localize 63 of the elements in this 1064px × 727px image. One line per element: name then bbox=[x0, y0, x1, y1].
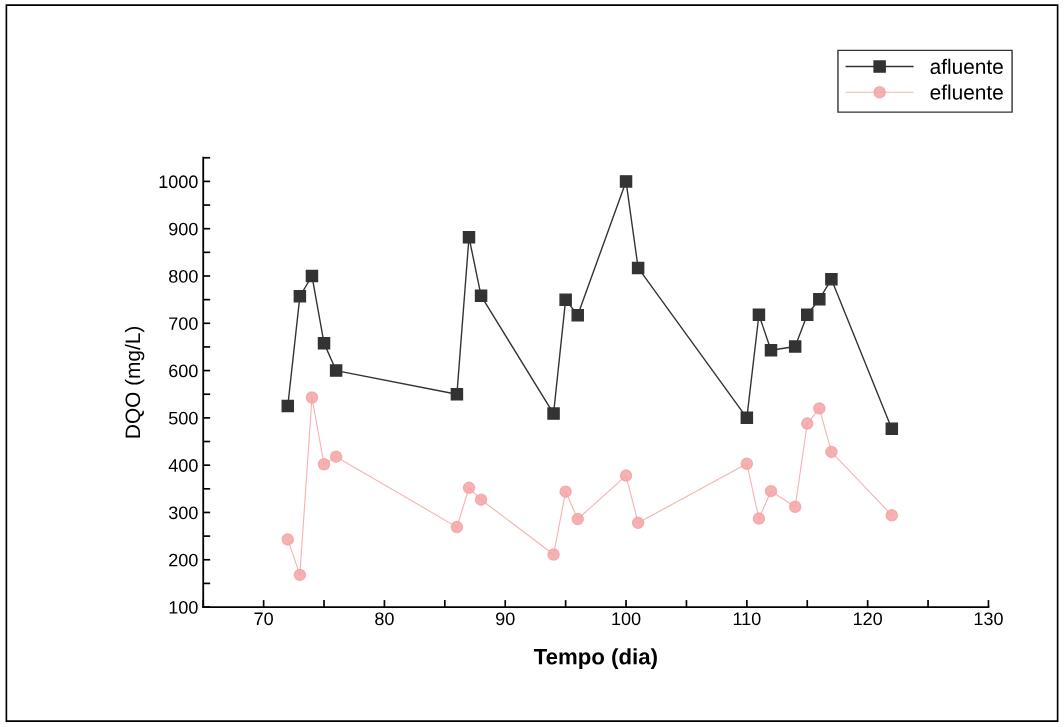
point bbox=[619, 175, 633, 188]
point bbox=[462, 230, 476, 244]
x-tick-label: 90 bbox=[496, 612, 515, 626]
point bbox=[317, 457, 331, 471]
point bbox=[281, 399, 295, 413]
point bbox=[559, 485, 572, 498]
point bbox=[825, 273, 838, 286]
x-tick-label: 80 bbox=[375, 612, 394, 626]
point bbox=[293, 290, 307, 303]
point bbox=[329, 450, 343, 463]
point bbox=[329, 364, 343, 377]
point bbox=[788, 500, 802, 514]
x-tick-label: 110 bbox=[733, 612, 761, 626]
y-tick-label: 1000 bbox=[159, 175, 198, 189]
y-tick-label: 100 bbox=[169, 600, 198, 614]
point bbox=[462, 481, 476, 495]
y-tick-label: 800 bbox=[169, 269, 198, 283]
point bbox=[813, 292, 826, 306]
x-tick-label: 120 bbox=[853, 612, 883, 626]
legend-label: afluente bbox=[930, 58, 1003, 75]
point bbox=[547, 407, 560, 420]
y-tick-label: 900 bbox=[169, 222, 198, 236]
point bbox=[450, 520, 464, 534]
point bbox=[619, 469, 633, 482]
x-tick-label: 130 bbox=[974, 612, 1003, 626]
point bbox=[885, 422, 899, 436]
point bbox=[631, 261, 645, 275]
x-axis-title: Tempo (dia) bbox=[533, 648, 657, 669]
legend-label: efluente bbox=[930, 84, 1003, 100]
point bbox=[752, 512, 766, 525]
point bbox=[571, 512, 584, 526]
y-tick-label: 700 bbox=[169, 317, 198, 331]
y-axis-title: DQO (mg/L) bbox=[124, 326, 145, 438]
point bbox=[305, 269, 319, 283]
y-tick-label: 300 bbox=[168, 506, 198, 520]
point bbox=[474, 493, 488, 506]
point bbox=[305, 391, 319, 404]
point bbox=[317, 336, 331, 350]
x-tick-label: 70 bbox=[254, 612, 273, 626]
point bbox=[547, 548, 560, 561]
y-tick-label: 500 bbox=[168, 411, 198, 425]
point bbox=[825, 445, 838, 459]
point bbox=[764, 484, 778, 498]
point bbox=[885, 509, 899, 522]
y-tick-label: 600 bbox=[169, 364, 198, 378]
point bbox=[764, 343, 778, 357]
point bbox=[450, 387, 464, 401]
point bbox=[800, 417, 814, 430]
point bbox=[740, 411, 754, 425]
point bbox=[800, 308, 814, 322]
point bbox=[813, 402, 826, 415]
point bbox=[474, 289, 488, 303]
point bbox=[740, 457, 754, 470]
point bbox=[752, 308, 766, 322]
point bbox=[293, 568, 307, 582]
y-tick-label: 400 bbox=[168, 459, 198, 472]
point bbox=[788, 340, 802, 353]
point bbox=[571, 308, 584, 322]
point bbox=[559, 293, 572, 306]
point bbox=[281, 533, 295, 546]
y-tick-label: 200 bbox=[169, 553, 198, 567]
point bbox=[631, 516, 645, 530]
x-tick-label: 100 bbox=[612, 612, 641, 626]
